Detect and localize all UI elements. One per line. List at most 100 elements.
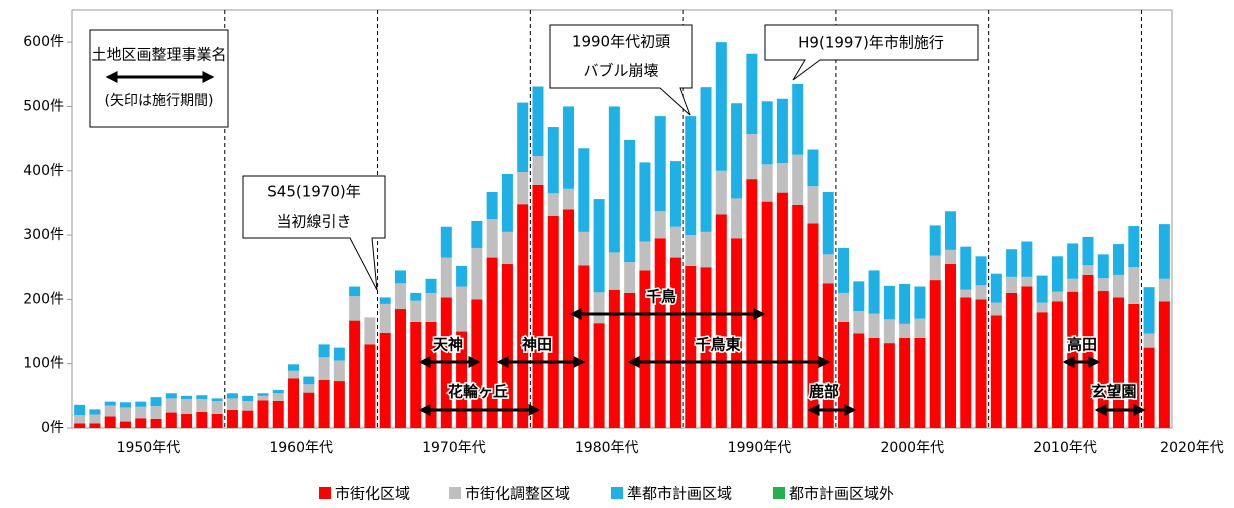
bar-segment [1158,301,1170,428]
bar-segment [563,188,575,210]
bar-segment [700,267,712,428]
bar-segment [685,265,697,428]
bar-segment [1097,254,1109,279]
bar-segment [333,381,345,428]
bar-segment [471,220,483,248]
note-text: 土地区画整理事業名 [91,46,226,64]
bar-segment [135,401,147,407]
bar-segment [792,83,804,155]
bar-segment [74,415,86,424]
bar-segment [914,337,926,428]
bar-segment [333,360,345,382]
project-label: 天神 [433,336,463,354]
callout [242,175,386,291]
bar-segment [807,186,819,224]
plot-frame [71,9,1173,429]
bar-segment [394,309,406,428]
bar-segment [440,226,452,258]
bars [67,10,1170,429]
bar-segment [822,283,834,428]
bar-segment [440,257,452,298]
bar-segment [1021,286,1033,428]
bar-segment [1067,291,1079,428]
bar-segment [471,247,483,300]
x-tick-label: 1980年代 [575,440,639,456]
bar-segment [333,347,345,361]
bar-segment [822,254,834,284]
bar-segment [150,406,162,419]
bar-segment [1006,292,1018,428]
bar-segment [593,199,605,293]
bar-segment [318,379,330,428]
bar-segment [425,292,437,322]
bar-segment [944,264,956,428]
bar-segment [990,302,1002,316]
bar-segment [960,289,972,298]
x-tick-label: 2000年代 [880,440,944,456]
bar-segment [410,300,422,322]
bar-segment [135,406,147,419]
bar-segment [257,395,269,401]
bar-segment [89,414,101,424]
bar-segment [181,399,193,414]
y-tick-label: 400件 [23,163,64,179]
callout [549,24,693,116]
bar-segment [669,257,681,428]
bar-segment [776,163,788,193]
y-tick-label: 0件 [41,420,64,436]
bar-segment [394,283,406,310]
bar-segment [822,191,834,255]
bar-segment [853,310,865,334]
bar-segment [211,400,223,414]
bar-segment [119,402,131,408]
bar-segment [1128,267,1140,304]
bar-segment [654,238,666,428]
bar-segment [379,332,391,428]
bar-segment [104,401,116,406]
bar-segment [868,337,880,428]
x-tick-label: 1960年代 [269,440,333,456]
bar-segment [226,393,238,399]
bar-segment [303,384,315,393]
bar-segment [181,395,193,400]
bar-segment [1097,278,1109,292]
bar-segment [715,214,727,428]
bar-segment [746,134,758,180]
bar-segment [425,321,437,428]
bar-segment [639,241,651,271]
bar-segment [792,204,804,428]
bar-segment [456,265,468,287]
bar-segment [1143,287,1155,334]
bar-segment [1158,224,1170,279]
bar-segment [868,270,880,314]
bar-segment [547,193,559,216]
annotations: 土地区画整理事業名 (矢印は施行期間) S45(1970)年 当初線引き 199… [89,24,1146,416]
bar-segment [165,393,177,399]
bar-segment [593,292,605,324]
bar-segment [425,278,437,293]
bar-segment [792,154,804,205]
bar-segment [990,315,1002,428]
bar-segment [1097,291,1109,428]
bar-segment [914,286,926,319]
project-label: 花輪ヶ丘 [448,383,508,401]
bar-segment [838,247,850,293]
bar-segment [150,418,162,428]
bar-segment [119,407,131,422]
bar-segment [975,256,987,286]
bar-segment [318,344,330,358]
x-tick-label: 2010年代 [1033,440,1097,456]
bar-segment [899,283,911,324]
callout-text: H9(1997)年市制施行 [798,34,944,52]
bar-segment [303,376,315,385]
bar-segment [776,98,788,164]
callout-text: 当初線引き [276,213,351,231]
bar-segment [608,252,620,290]
bar-segment [196,395,208,400]
bar-segment [242,395,254,401]
bar-segment [1006,276,1018,293]
bar-segment [486,191,498,219]
bar-segment [104,405,116,417]
bar-segment [914,318,926,338]
bar-segment [700,87,712,232]
